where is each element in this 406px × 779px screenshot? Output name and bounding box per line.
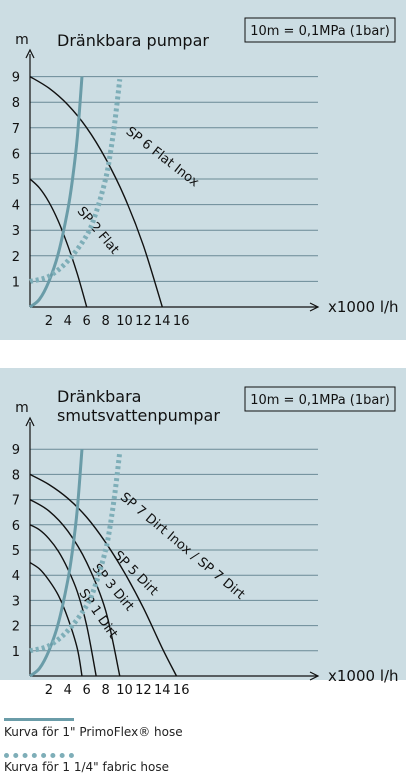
series-label-sp-6-flat-inox: SP 6 Flat Inox bbox=[123, 124, 202, 190]
pump-curve-sp-6-flat-inox bbox=[29, 76, 163, 308]
x-axis-label: x1000 l/h bbox=[328, 667, 399, 685]
unit-note-box bbox=[244, 17, 396, 43]
x-tick-label-2: 2 bbox=[45, 683, 53, 698]
x-tick-label-8: 8 bbox=[101, 683, 109, 698]
hose-1-1-4in-curve bbox=[29, 78, 123, 284]
chart-panel-1: 1 2 3 4 5 6 7 8 9 2 4 6 8 10 12 14 16 m x1000 l/h Dränkbara… bbox=[0, 0, 406, 340]
y-tick-label-5: 5 bbox=[12, 173, 20, 188]
x-tick-label-2: 2 bbox=[45, 314, 53, 329]
hose-1in-curve bbox=[29, 449, 84, 678]
y-tick-label-8: 8 bbox=[12, 468, 20, 483]
x-tick-label-12: 12 bbox=[135, 314, 152, 329]
pump-curve-sp-2-flat bbox=[29, 178, 88, 308]
unit-note: 10m = 0,1MPa (1bar) bbox=[250, 24, 390, 39]
y-axis-label: m bbox=[15, 400, 29, 416]
y-tick-label-5: 5 bbox=[12, 544, 20, 559]
series-label-sp-7-dirt-inox-sp-7-dirt: SP 7 Dirt Inox / SP 7 Dirt bbox=[117, 490, 247, 603]
y-tick-label-7: 7 bbox=[12, 494, 20, 509]
x-tick-label-6: 6 bbox=[83, 683, 91, 698]
x-axis-label: x1000 l/h bbox=[328, 298, 399, 316]
x-tick-label-14: 14 bbox=[154, 683, 171, 698]
x-tick-label-16: 16 bbox=[173, 683, 190, 698]
pump-curve-sp-3-dirt bbox=[29, 524, 97, 677]
x-tick-label-8: 8 bbox=[101, 314, 109, 329]
chart-title-line-2: smutsvattenpumpar bbox=[57, 406, 220, 425]
y-tick-label-3: 3 bbox=[12, 224, 20, 239]
chart-title-line-1: Dränkbara pumpar bbox=[57, 31, 209, 50]
y-axis-arrow-icon bbox=[25, 48, 35, 59]
y-tick-label-2: 2 bbox=[12, 620, 20, 635]
pump-curve-sp-5-dirt bbox=[29, 498, 121, 677]
y-tick-label-4: 4 bbox=[12, 569, 20, 584]
y-tick-label-6: 6 bbox=[12, 147, 20, 162]
x-axis-arrow-icon bbox=[309, 671, 320, 681]
x-tick-label-6: 6 bbox=[83, 314, 91, 329]
unit-note: 10m = 0,1MPa (1bar) bbox=[250, 393, 390, 408]
x-axis-arrow-icon bbox=[309, 302, 320, 312]
y-tick-label-9: 9 bbox=[12, 71, 20, 86]
legend-label-2: Kurva för 1 1/4" fabric hose bbox=[4, 760, 169, 774]
x-tick-label-14: 14 bbox=[154, 314, 171, 329]
legend-label-1: Kurva för 1" PrimoFlex® hose bbox=[4, 725, 183, 739]
x-tick-label-4: 4 bbox=[64, 683, 72, 698]
legend-dotted-swatch bbox=[4, 753, 74, 758]
series-label-sp-2-flat: SP 2 Flat bbox=[74, 204, 122, 257]
y-tick-label-2: 2 bbox=[12, 250, 20, 265]
x-tick-label-4: 4 bbox=[64, 314, 72, 329]
x-tick-label-10: 10 bbox=[116, 314, 133, 329]
y-axis-arrow-icon bbox=[25, 416, 35, 427]
y-tick-label-9: 9 bbox=[12, 443, 20, 458]
chart-title-line-1: Dränkbara bbox=[57, 387, 141, 406]
y-tick-label-1: 1 bbox=[12, 645, 20, 660]
y-tick-label-1: 1 bbox=[12, 275, 20, 290]
x-tick-label-10: 10 bbox=[116, 683, 133, 698]
hose-1-1-4in-curve bbox=[29, 451, 123, 654]
y-tick-label-3: 3 bbox=[12, 594, 20, 609]
y-tick-label-7: 7 bbox=[12, 122, 20, 137]
unit-note-box bbox=[244, 386, 396, 412]
y-tick-label-6: 6 bbox=[12, 519, 20, 534]
y-axis-label: m bbox=[15, 32, 29, 48]
x-tick-label-16: 16 bbox=[173, 314, 190, 329]
hose-1in-curve bbox=[29, 76, 84, 309]
chart-panel-2: 1 2 3 4 5 6 7 8 9 2 4 6 8 10 12 14 16 m x1000 l/h Dränkbara… bbox=[0, 368, 406, 698]
y-tick-label-8: 8 bbox=[12, 96, 20, 111]
x-tick-label-12: 12 bbox=[135, 683, 152, 698]
pump-curve-sp-7-dirt-inox-sp-7-dirt bbox=[29, 473, 178, 677]
y-tick-label-4: 4 bbox=[12, 199, 20, 214]
pump-curve-sp-1-dirt bbox=[29, 562, 83, 677]
legend-solid-swatch bbox=[4, 718, 74, 721]
